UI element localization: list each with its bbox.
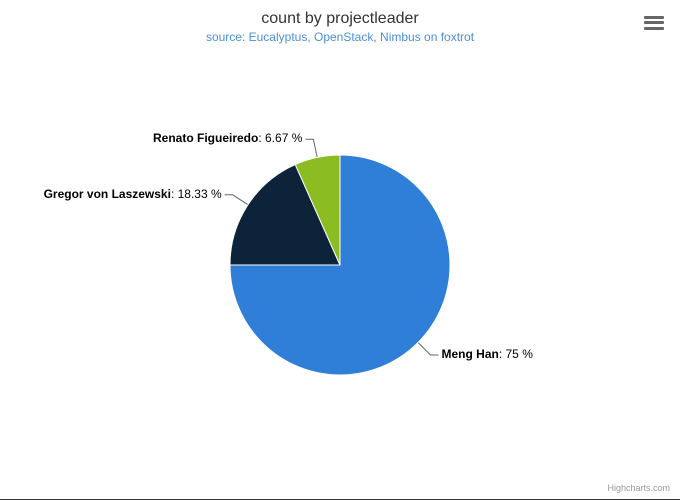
slice-label: Renato Figueiredo: 6.67 %: [153, 131, 302, 145]
chart-subtitle: source: Eucalyptus, OpenStack, Nimbus on…: [0, 28, 680, 44]
chart-container: count by projectleader source: Eucalyptu…: [0, 0, 680, 500]
hamburger-icon: [644, 21, 664, 24]
chart-title: count by projectleader: [0, 0, 680, 28]
pie-chart: [230, 155, 450, 375]
hamburger-icon: [644, 27, 664, 30]
plot-area: Meng Han: 75 % Gregor von Laszewski: 18.3…: [0, 60, 680, 469]
hamburger-icon: [644, 16, 664, 19]
credits-link[interactable]: Highcharts.com: [607, 483, 670, 493]
export-menu-button[interactable]: [642, 12, 666, 34]
slice-label: Meng Han: 75 %: [442, 347, 533, 361]
slice-label: Gregor von Laszewski: 18.33 %: [44, 187, 222, 201]
